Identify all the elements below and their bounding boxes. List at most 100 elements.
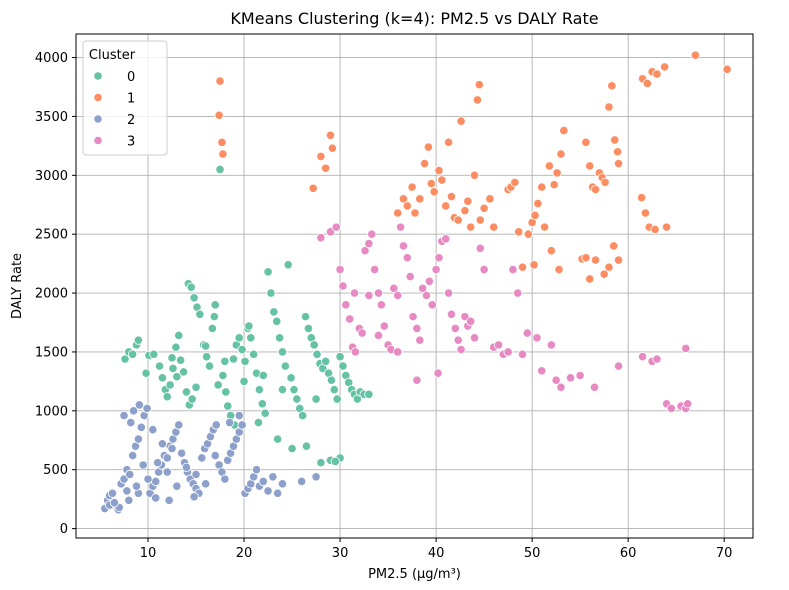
point-cluster-3 xyxy=(443,288,454,298)
y-tick-label: 1500 xyxy=(35,345,68,360)
point-cluster-3 xyxy=(513,288,523,298)
point-cluster-1 xyxy=(510,177,520,187)
point-cluster-3 xyxy=(373,288,384,298)
x-axis-ticks: 10 20 30 40 50 60 70 xyxy=(140,538,732,561)
point-cluster-0 xyxy=(292,394,302,404)
point-cluster-1 xyxy=(552,168,562,178)
x-tick-label: 20 xyxy=(236,546,253,561)
point-cluster-1 xyxy=(585,274,595,284)
point-cluster-1 xyxy=(600,177,610,187)
point-cluster-2 xyxy=(134,400,144,410)
y-tick-label: 1000 xyxy=(35,404,68,419)
point-cluster-1 xyxy=(426,178,436,189)
point-cluster-2 xyxy=(122,486,132,496)
x-tick-label: 40 xyxy=(428,546,445,561)
x-tick-label: 60 xyxy=(620,546,637,561)
point-cluster-0 xyxy=(364,389,374,399)
point-cluster-3 xyxy=(338,281,348,291)
point-cluster-0 xyxy=(191,382,201,392)
point-cluster-0 xyxy=(311,394,321,404)
point-cluster-0 xyxy=(171,342,181,352)
point-cluster-2 xyxy=(268,472,278,482)
point-cluster-3 xyxy=(434,253,444,263)
data-points xyxy=(100,50,732,515)
point-cluster-0 xyxy=(316,458,326,468)
point-cluster-2 xyxy=(197,453,207,463)
point-cluster-3 xyxy=(357,328,367,338)
point-cluster-0 xyxy=(223,401,233,411)
point-cluster-3 xyxy=(398,241,409,251)
point-cluster-0 xyxy=(258,370,268,381)
point-cluster-1 xyxy=(604,262,614,272)
point-cluster-2 xyxy=(136,422,146,432)
point-cluster-2 xyxy=(133,434,144,444)
point-cluster-0 xyxy=(234,333,244,343)
point-cluster-0 xyxy=(272,316,282,326)
point-cluster-0 xyxy=(289,385,299,395)
point-cluster-1 xyxy=(463,196,473,206)
legend-marker-0 xyxy=(93,71,103,81)
point-cluster-3 xyxy=(450,323,460,333)
point-cluster-3 xyxy=(446,309,457,319)
point-cluster-3 xyxy=(395,222,406,232)
point-cluster-1 xyxy=(612,147,623,157)
point-cluster-2 xyxy=(273,488,283,498)
point-cluster-1 xyxy=(308,183,318,193)
point-cluster-0 xyxy=(329,385,339,395)
point-cluster-2 xyxy=(138,460,148,470)
point-cluster-2 xyxy=(128,450,138,461)
point-cluster-1 xyxy=(554,264,564,275)
legend-title: Cluster xyxy=(89,48,136,63)
point-cluster-0 xyxy=(154,361,165,371)
point-cluster-2 xyxy=(143,474,153,484)
point-cluster-1 xyxy=(650,224,660,235)
y-tick-label: 3000 xyxy=(35,169,68,184)
point-cluster-1 xyxy=(722,64,732,74)
point-cluster-0 xyxy=(303,323,313,333)
point-cluster-1 xyxy=(640,208,651,218)
point-cluster-1 xyxy=(398,194,409,204)
x-tick-label: 50 xyxy=(524,546,541,561)
point-cluster-0 xyxy=(283,260,293,270)
point-cluster-2 xyxy=(258,476,268,487)
point-cluster-1 xyxy=(533,198,543,209)
point-cluster-2 xyxy=(131,481,142,491)
point-cluster-1 xyxy=(479,203,489,213)
point-cluster-1 xyxy=(475,215,485,225)
point-cluster-0 xyxy=(186,282,196,292)
point-cluster-2 xyxy=(151,493,161,503)
point-cluster-1 xyxy=(581,137,591,147)
legend-marker-3 xyxy=(93,135,103,146)
point-cluster-0 xyxy=(209,312,219,322)
point-cluster-0 xyxy=(260,408,270,418)
point-cluster-3 xyxy=(565,373,576,383)
y-tick-label: 3500 xyxy=(35,110,68,125)
point-cluster-3 xyxy=(466,316,476,326)
point-cluster-1 xyxy=(604,102,614,112)
point-cluster-1 xyxy=(517,262,528,272)
point-cluster-0 xyxy=(172,372,182,382)
point-cluster-1 xyxy=(217,137,227,147)
point-cluster-3 xyxy=(349,288,360,298)
point-cluster-2 xyxy=(142,403,152,414)
point-cluster-0 xyxy=(312,349,322,359)
point-cluster-1 xyxy=(660,62,670,72)
point-cluster-3 xyxy=(456,344,466,355)
y-tick-label: 2000 xyxy=(35,287,68,302)
point-cluster-3 xyxy=(479,264,489,275)
point-cluster-2 xyxy=(107,488,118,498)
point-cluster-0 xyxy=(330,456,340,467)
point-cluster-3 xyxy=(373,330,384,341)
point-cluster-0 xyxy=(309,340,319,350)
point-cluster-0 xyxy=(176,355,186,365)
point-cluster-3 xyxy=(683,399,693,409)
point-cluster-1 xyxy=(661,222,672,232)
point-cluster-2 xyxy=(191,469,201,480)
legend-items: 0 1 2 3 xyxy=(93,70,135,150)
point-cluster-2 xyxy=(237,420,247,430)
x-tick-label: 30 xyxy=(332,546,349,561)
point-cluster-1 xyxy=(514,227,524,237)
y-axis-ticks: 0 500 1000 1500 2000 2500 3000 3500 4000 xyxy=(35,51,76,537)
point-cluster-3 xyxy=(376,300,386,310)
point-cluster-0 xyxy=(249,349,259,359)
